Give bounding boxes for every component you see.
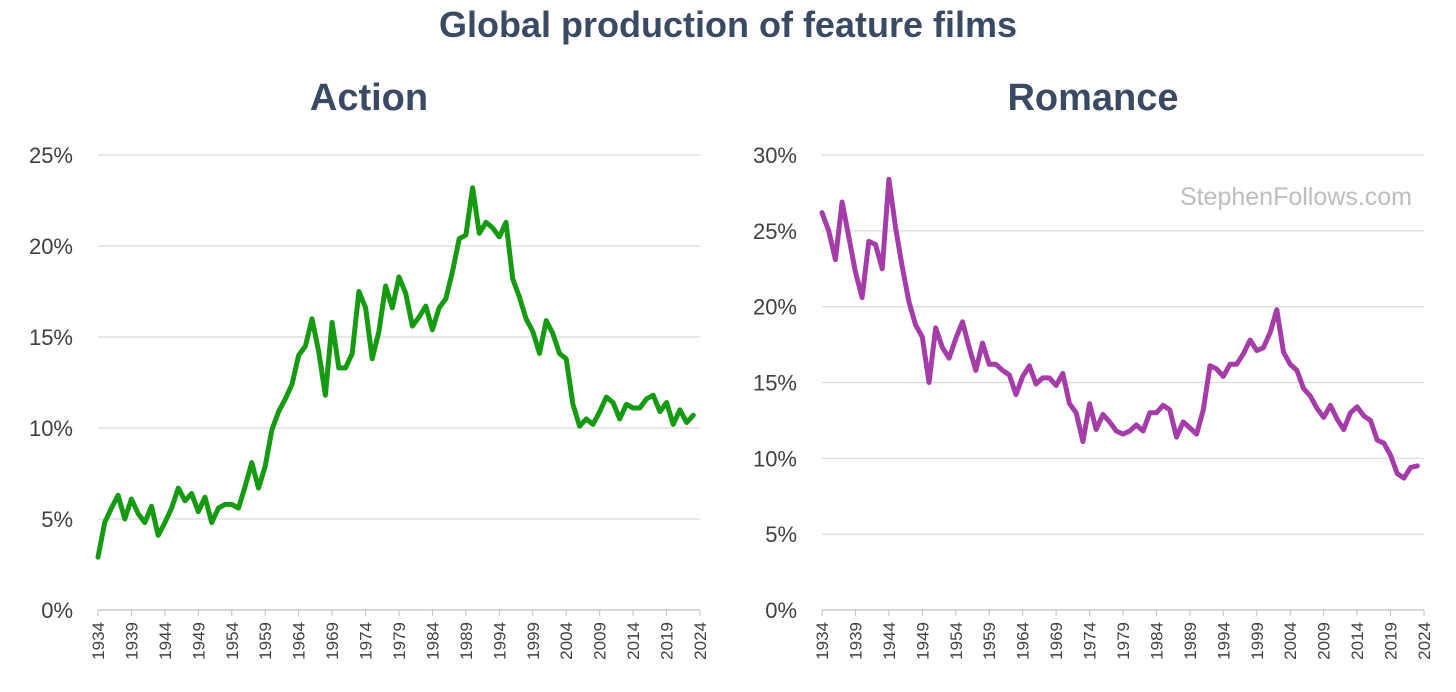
action-chart-panel: Action 0% 5% 10% 15% 20% 25% 1934 1939 1944 1949… [29,77,710,660]
chart-main-title: Global production of feature films [438,4,1018,45]
action-x-tick-label: 1999 [524,622,543,660]
action-y-tick-label: 5% [41,507,73,532]
romance-x-tick-label: 1989 [1181,622,1200,660]
action-x-tick-label: 1969 [323,622,342,660]
action-x-tick-label: 1944 [156,622,175,660]
romance-x-tick-label: 1974 [1081,622,1100,660]
romance-y-tick-label: 30% [753,143,797,168]
romance-x-tick-label: 1984 [1147,622,1166,660]
action-x-tick-label: 1954 [223,622,242,660]
action-x-tick-label: 1994 [490,622,509,660]
romance-x-tick-label: 2019 [1382,622,1401,660]
romance-x-tick-label: 1944 [880,622,899,660]
action-x-tick-label: 2014 [624,622,643,660]
romance-x-tick-label: 1979 [1114,622,1133,660]
romance-x-axis-ticks: 1934 1939 1944 1949 1954 1959 1964 1969 1974 1979… [813,610,1434,660]
watermark: StephenFollows.com [1180,183,1412,211]
action-y-tick-label: 10% [29,416,73,441]
action-y-tick-label: 0% [41,598,73,623]
action-x-tick-label: 1939 [122,622,141,660]
action-series [95,185,696,560]
action-x-tick-label: 2024 [691,622,710,660]
romance-x-tick-label: 1999 [1248,622,1267,660]
romance-y-tick-label: 5% [765,522,797,547]
romance-x-tick-label: 1949 [913,622,932,660]
action-y-axis-ticks: 0% 5% 10% 15% 20% 25% [29,143,73,623]
action-y-tick-label: 15% [29,325,73,350]
action-y-tick-label: 25% [29,143,73,168]
romance-x-tick-label: 1934 [813,622,832,660]
romance-x-tick-label: 2004 [1281,622,1300,660]
romance-gridlines [822,154,1424,611]
romance-x-tick-label: 1954 [947,622,966,660]
romance-y-tick-label: 15% [753,371,797,396]
romance-line [819,176,1420,481]
romance-y-tick-label: 0% [765,598,797,623]
action-x-tick-label: 1959 [256,622,275,660]
action-line [95,185,696,560]
action-x-tick-label: 2019 [658,622,677,660]
romance-x-tick-label: 1969 [1047,622,1066,660]
action-x-tick-label: 1989 [457,622,476,660]
action-chart-title: Action [310,77,428,119]
action-x-tick-label: 1974 [357,622,376,660]
romance-x-tick-label: 2014 [1348,622,1367,660]
action-x-tick-label: 2009 [591,622,610,660]
romance-x-tick-label: 1939 [846,622,865,660]
action-x-axis-ticks: 1934 1939 1944 1949 1954 1959 1964 1969 1974 1979… [89,610,710,660]
romance-x-tick-label: 2024 [1415,622,1434,660]
romance-y-tick-label: 25% [753,219,797,244]
romance-y-tick-label: 20% [753,295,797,320]
romance-y-tick-label: 10% [753,446,797,471]
action-x-tick-label: 1964 [290,622,309,660]
romance-chart-title: Romance [1007,77,1178,119]
action-x-tick-label: 1934 [89,622,108,660]
romance-x-tick-label: 1994 [1214,622,1233,660]
action-y-tick-label: 20% [29,234,73,259]
action-x-tick-label: 1979 [390,622,409,660]
romance-x-tick-label: 1959 [980,622,999,660]
romance-series [819,176,1420,481]
action-gridlines [98,154,700,611]
romance-chart-panel: Romance StephenFollows.com 0% 5% 10% 15% 20%… [753,77,1434,660]
romance-x-tick-label: 2009 [1315,622,1334,660]
action-x-tick-label: 1949 [189,622,208,660]
romance-y-axis-ticks: 0% 5% 10% 15% 20% 25% 30% [753,143,797,623]
action-x-tick-label: 1984 [423,622,442,660]
action-x-tick-label: 2004 [557,622,576,660]
romance-x-tick-label: 1964 [1014,622,1033,660]
